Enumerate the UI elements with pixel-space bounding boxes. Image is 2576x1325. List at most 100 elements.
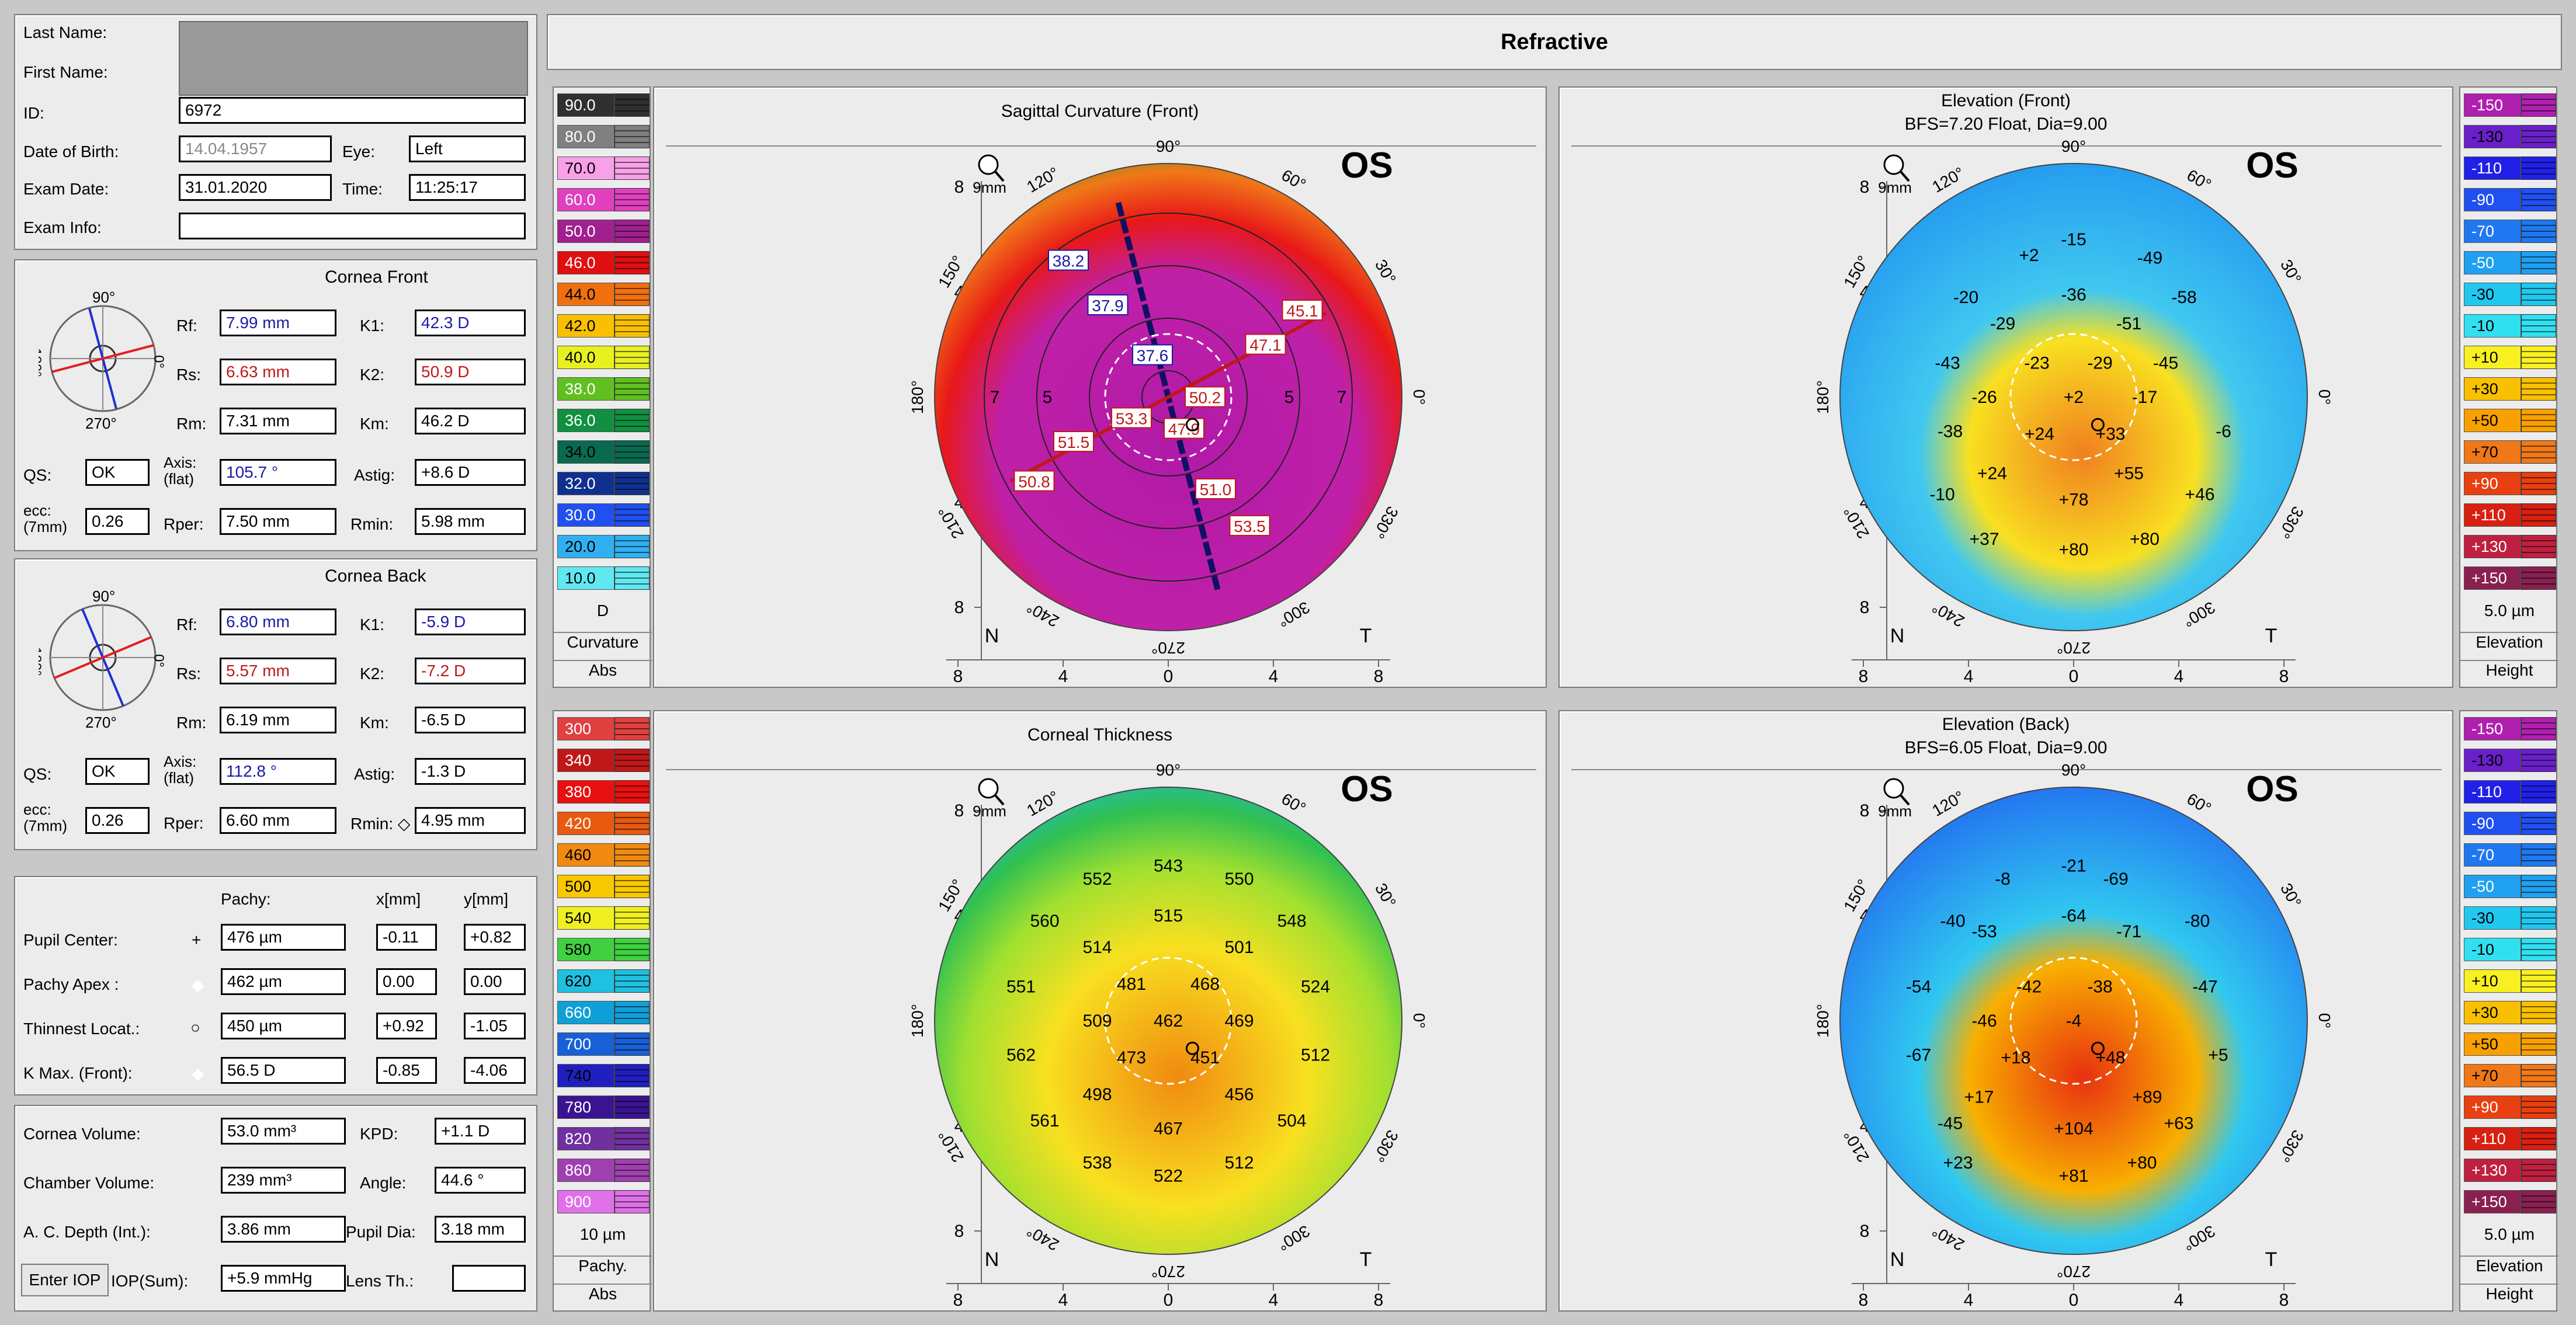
kmax-x: -0.85 xyxy=(376,1057,437,1084)
elevation-front-thinnest-marker xyxy=(2091,418,2105,432)
lens-th-value[interactable] xyxy=(452,1265,526,1292)
dob-field[interactable]: 14.04.1957 xyxy=(179,135,332,162)
magnifier-icon-handle xyxy=(1900,794,1910,806)
pupil-center-x: -0.11 xyxy=(376,924,437,951)
col-pachy-header: Pachy: xyxy=(221,890,271,908)
elevation-back-scale-mode[interactable]: Height xyxy=(2460,1284,2558,1303)
corneal-thickness-map[interactable]: Corneal Thickness 840488404890°60°30°0°3… xyxy=(653,710,1547,1312)
sagittal-value-box xyxy=(1048,249,1089,271)
back-rper-label: Rper: xyxy=(164,814,204,832)
sagittal-angle-label: 30° xyxy=(1372,256,1400,287)
front-rf-label: Rf: xyxy=(176,317,197,335)
eye-field[interactable]: Left xyxy=(409,135,526,162)
front-km-value: 46.2 D xyxy=(415,408,526,434)
back-qs-value: OK xyxy=(85,758,150,785)
thickness-scale-swatch xyxy=(615,1096,650,1119)
sagittal-y-tick-label: 8 xyxy=(954,178,964,197)
front-axis-label: Axis: (flat) xyxy=(164,454,197,488)
sagittal-ring-label: 5 xyxy=(1284,388,1294,407)
elevation-front-scale-swatch xyxy=(2521,440,2556,464)
thickness-thinnest-marker xyxy=(1185,1041,1199,1055)
angle-label: Angle: xyxy=(360,1174,407,1192)
enter-iop-button[interactable]: Enter IOP xyxy=(21,1264,109,1296)
curvature-scale-value: 70.0 xyxy=(557,157,615,180)
thinnest-location-label: Thinnest Locat.: xyxy=(23,1020,140,1038)
thickness-x-tick-label: 0 xyxy=(1164,1291,1174,1310)
curvature-scale-name[interactable]: Curvature xyxy=(554,632,652,652)
elevation-back-scale-value: +10 xyxy=(2464,969,2521,993)
curvature-scale-mode[interactable]: Abs xyxy=(554,660,652,680)
elevation-back-value-label: -21 xyxy=(2061,857,2086,876)
elevation-front-value-label: +24 xyxy=(1977,464,2007,484)
sagittal-x-tick-label: 4 xyxy=(1058,667,1068,686)
pupil-center-y: +0.82 xyxy=(464,924,526,951)
thickness-value-label: 462 xyxy=(1154,1011,1183,1031)
elevation-front-title: Elevation (Front) xyxy=(1941,91,2071,110)
elevation-front-value-label: +2 xyxy=(2019,246,2039,265)
sagittal-angle-label: 330° xyxy=(1369,503,1402,542)
sagittal-title: Sagittal Curvature (Front) xyxy=(1001,102,1199,121)
sagittal-curvature-map[interactable]: Sagittal Curvature (Front) 8404884048575… xyxy=(653,86,1547,688)
curvature-scale-swatch xyxy=(615,472,650,495)
back-dial-bottom: 270° xyxy=(85,714,117,731)
elevation-front-temporal-label: T xyxy=(2265,625,2278,647)
front-rm-label: Rm: xyxy=(176,415,207,433)
elevation-front-eye-label: OS xyxy=(2246,145,2299,186)
elevation-front-scale-value: +50 xyxy=(2464,409,2521,432)
curvature-scale-value: 38.0 xyxy=(557,377,615,401)
thickness-scale-swatch xyxy=(615,780,650,804)
front-qs-label: QS: xyxy=(23,466,52,484)
time-label: Time: xyxy=(342,180,383,198)
sagittal-value-box xyxy=(1013,470,1055,492)
curvature-scale-swatch xyxy=(615,251,650,274)
kmax-value: 56.5 D xyxy=(221,1057,346,1084)
cornea-front-panel: 90° 270° 180° 0° Cornea Front Rf: 7.99 m… xyxy=(14,259,537,551)
elevation-back-scale-swatch xyxy=(2521,780,2556,804)
back-rper-value: 6.60 mm xyxy=(220,807,336,834)
cornea-front-title: Cornea Front xyxy=(325,267,428,287)
time-field[interactable]: 11:25:17 xyxy=(409,174,526,201)
back-astig-value: -1.3 D xyxy=(415,758,526,785)
front-qs-value: OK xyxy=(85,459,150,486)
elevation-front-value-label: -43 xyxy=(1935,354,1960,373)
elevation-back-value-label: -64 xyxy=(2061,906,2086,926)
thickness-scale-value: 300 xyxy=(557,717,615,740)
curvature-scale-swatch xyxy=(615,346,650,369)
front-rf-value: 7.99 mm xyxy=(220,309,336,336)
elevation-front-scale-mode[interactable]: Height xyxy=(2460,660,2558,680)
thickness-scale-name[interactable]: Pachy. xyxy=(554,1256,652,1275)
elevation-front-scale-swatch xyxy=(2521,346,2556,369)
thickness-scale-swatch xyxy=(615,906,650,930)
id-field[interactable]: 6972 xyxy=(179,97,526,124)
thickness-x-tick-label: 4 xyxy=(1269,1291,1279,1310)
exam-info-field[interactable] xyxy=(179,213,526,239)
sagittal-zone-ring xyxy=(984,213,1353,582)
thickness-scale-value: 380 xyxy=(557,780,615,804)
elevation-back-angle-label: 120° xyxy=(1929,787,1967,820)
magnifier-icon-handle xyxy=(994,794,1005,806)
elevation-back-map[interactable]: Elevation (Back) BFS=6.05 Float, Dia=9.0… xyxy=(1558,710,2453,1312)
elevation-front-value-label: +33 xyxy=(2096,425,2126,444)
pupil-center-marker-icon: + xyxy=(192,931,202,949)
elevation-front-scale-swatch xyxy=(2521,535,2556,558)
elevation-front-scale-name[interactable]: Elevation xyxy=(2460,632,2558,652)
sagittal-angle-label: 270° xyxy=(1151,639,1185,657)
back-dial-top: 90° xyxy=(92,587,115,605)
thickness-scale-value: 460 xyxy=(557,843,615,867)
thickness-value-label: 498 xyxy=(1082,1085,1112,1104)
thickness-scale-value: 780 xyxy=(557,1096,615,1119)
thickness-scale-mode[interactable]: Abs xyxy=(554,1284,652,1303)
exam-date-field[interactable]: 31.01.2020 xyxy=(179,174,332,201)
elevation-front-value-label: +2 xyxy=(2064,388,2084,407)
elevation-back-temporal-label: T xyxy=(2265,1249,2278,1271)
exam-info-label: Exam Info: xyxy=(23,218,102,237)
elevation-back-angle-label: 270° xyxy=(2057,1263,2091,1281)
thickness-scale-swatch xyxy=(615,749,650,772)
elevation-back-scale-name[interactable]: Elevation xyxy=(2460,1256,2558,1275)
front-axis-value: 105.7 ° xyxy=(220,459,336,486)
col-y-header: y[mm] xyxy=(464,890,509,908)
elevation-back-value-label: +5 xyxy=(2208,1046,2228,1065)
elevation-front-map[interactable]: Elevation (Front) BFS=7.20 Float, Dia=9.… xyxy=(1558,86,2453,688)
elevation-front-scale-value: -90 xyxy=(2464,188,2521,211)
elevation-back-scale-swatch xyxy=(2521,1127,2556,1150)
